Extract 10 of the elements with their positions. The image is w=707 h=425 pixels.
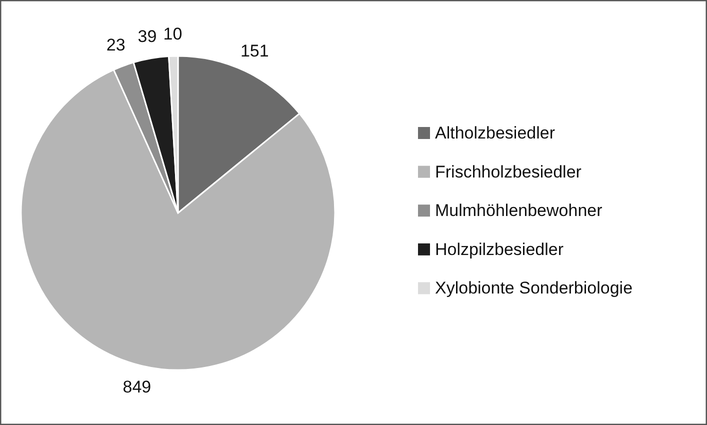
legend-label: Mulmhöhlenbewohner	[435, 201, 603, 220]
data-label: 151	[240, 42, 269, 61]
legend-label: Holzpilzbesiedler	[435, 240, 564, 259]
data-label: 10	[163, 24, 182, 44]
data-label: 849	[122, 378, 152, 397]
data-label: 39	[138, 27, 157, 46]
legend-label: Frischholzbesiedler	[435, 162, 582, 182]
legend-label: Xylobionte Sonderbiologie	[435, 278, 633, 298]
data-label: 23	[106, 36, 126, 55]
legend-label: Altholzbesiedler	[435, 124, 556, 142]
